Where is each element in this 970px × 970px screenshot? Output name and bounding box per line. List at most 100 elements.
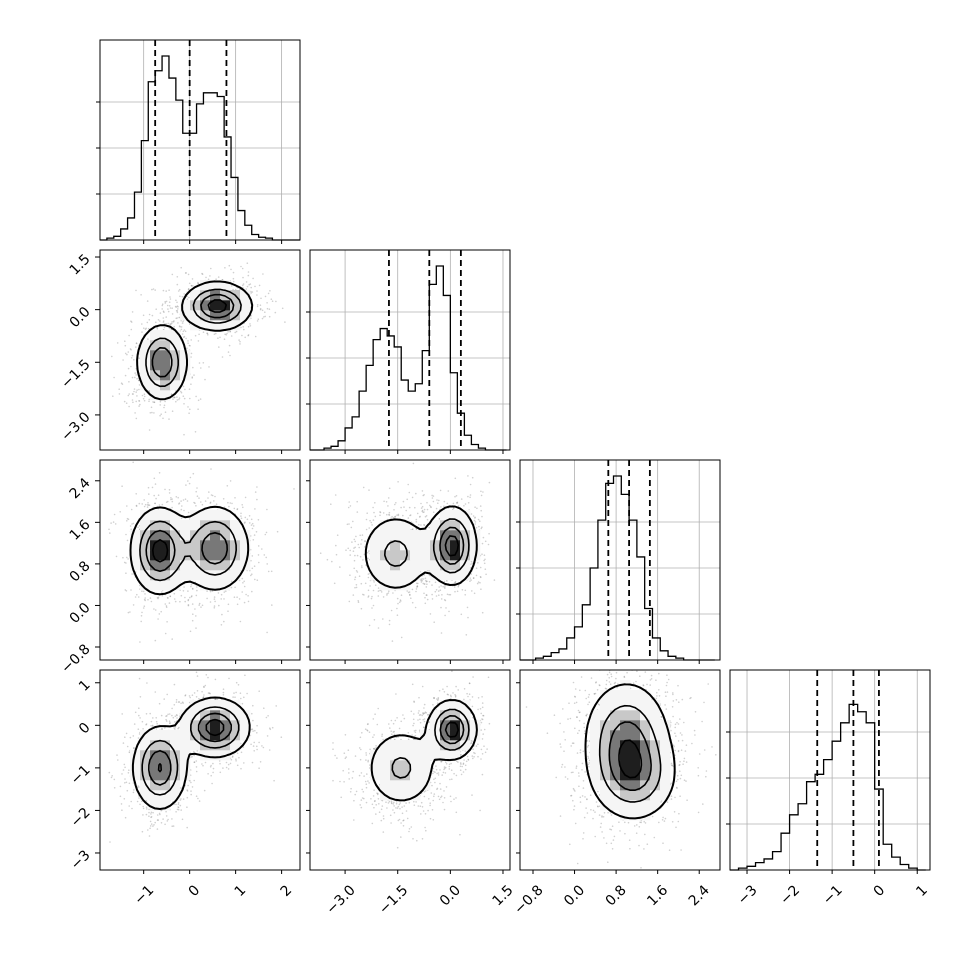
x-tick-label: −0.8	[511, 882, 546, 917]
density-cell	[160, 390, 171, 401]
density-cell	[440, 520, 451, 531]
density-cell	[180, 740, 191, 751]
density-cell	[440, 700, 451, 711]
density-cell	[200, 310, 211, 321]
density-cell	[450, 740, 461, 751]
density-cell	[640, 770, 651, 781]
contour-lines	[364, 505, 478, 589]
density-cell	[170, 780, 181, 791]
y-tick-label: −1	[68, 762, 94, 788]
density-cell	[180, 730, 191, 741]
density-cell	[390, 540, 401, 551]
y-tick-label: 1	[76, 677, 94, 695]
density-cell	[160, 540, 171, 551]
contour-level-3	[157, 718, 225, 773]
density-cell	[650, 720, 661, 731]
density-cell	[450, 560, 461, 571]
density-cell	[210, 310, 221, 321]
density-cell	[160, 740, 171, 751]
density-cell	[470, 730, 481, 741]
density-cell	[160, 800, 171, 811]
density-cell	[620, 730, 631, 741]
density-cell	[190, 520, 201, 531]
density-cell	[160, 780, 171, 791]
x-tick-label: 1	[232, 882, 250, 900]
density-cell	[400, 560, 411, 571]
density-cell	[210, 720, 221, 731]
density-cell	[610, 690, 621, 701]
pair-panel-2-0	[99, 459, 301, 661]
density-cell	[590, 720, 601, 731]
density-cell	[130, 550, 141, 561]
density-cell	[390, 750, 401, 761]
pair-panel-2-1	[309, 459, 511, 661]
density-cell	[240, 530, 251, 541]
contour-lines	[136, 280, 254, 401]
density-cell	[450, 570, 461, 581]
density-cell	[650, 700, 661, 711]
density-cell	[660, 740, 671, 751]
density-cell	[660, 770, 671, 781]
density-cell	[190, 730, 201, 741]
density-cell	[420, 730, 431, 741]
density-cell	[150, 360, 161, 371]
density-cell	[390, 740, 401, 751]
density-cell	[230, 740, 241, 751]
y-tick-label: 0.0	[67, 600, 94, 627]
density-cell	[640, 700, 651, 711]
density-cell	[410, 570, 421, 581]
density-cell	[150, 760, 161, 771]
density-cell	[220, 560, 231, 571]
density-cell	[150, 560, 161, 571]
density-cell	[620, 750, 631, 761]
density-cell	[630, 810, 641, 821]
density-cell	[420, 530, 431, 541]
density-cell	[390, 760, 401, 771]
density-cell	[380, 780, 391, 791]
contour-level-3	[618, 739, 643, 779]
density-cell	[410, 790, 421, 801]
density-cell	[390, 790, 401, 801]
density-cell	[150, 370, 161, 381]
density-cell	[590, 760, 601, 771]
density-cell	[590, 780, 601, 791]
density-cell	[210, 510, 221, 521]
density-cell	[650, 800, 661, 811]
density-cell	[460, 520, 471, 531]
density-cell	[230, 530, 241, 541]
density-cell	[190, 570, 201, 581]
density-cell	[200, 560, 211, 571]
histogram-panel-3	[726, 669, 931, 871]
density-cell	[140, 740, 151, 751]
density-cell	[420, 760, 431, 771]
density-cell	[590, 730, 601, 741]
density-cell	[170, 380, 181, 391]
panel-frame	[309, 249, 511, 451]
density-cell	[440, 720, 451, 731]
density-cell	[430, 520, 441, 531]
density-cell	[400, 790, 411, 801]
pair-panel-1-0	[99, 249, 301, 451]
density-cell	[470, 720, 481, 731]
density-cell	[160, 790, 171, 801]
density-cell	[410, 770, 421, 781]
y-tick-label: 2.4	[67, 475, 94, 502]
density-cell	[170, 770, 181, 781]
density-cell	[610, 800, 621, 811]
density-cell	[390, 580, 401, 591]
density-cell	[140, 540, 151, 551]
density-cell	[640, 750, 651, 761]
x-tick-label: −2	[777, 882, 803, 908]
density-cell	[400, 750, 411, 761]
contour-level-1	[139, 520, 237, 582]
density-cell	[600, 710, 611, 721]
density-cell	[640, 800, 651, 811]
density-cell	[180, 560, 191, 571]
density-cell	[180, 300, 191, 311]
density-cell	[640, 810, 651, 821]
panel-frame	[99, 669, 301, 871]
density-cell	[210, 560, 221, 571]
density-cell	[620, 800, 631, 811]
density-cell	[600, 790, 611, 801]
density-cell	[630, 700, 641, 711]
